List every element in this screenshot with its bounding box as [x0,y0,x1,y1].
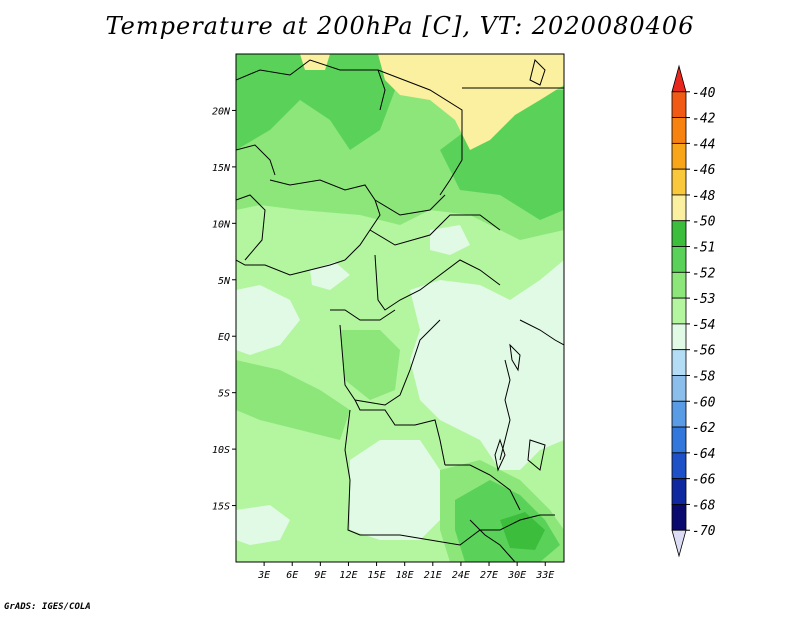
colorbar-swatch [671,142,687,170]
colorbar-label: -64 [692,447,715,462]
field-central-cyan [410,260,564,470]
temperature-field [236,54,564,562]
colorbar-swatch [671,168,687,196]
field-yellow-north [378,54,564,150]
colorbar-label: -48 [692,189,716,204]
lat-tick-label: 15S [212,502,230,513]
lat-tick-label: 5N [218,276,231,287]
colorbar-label: -54 [692,318,715,333]
colorbar-swatch [671,246,687,273]
colorbar-swatch [671,220,687,247]
colorbar-label: -66 [692,473,716,488]
lon-tick-label: 9E [314,570,326,581]
colorbar-swatch [671,323,687,351]
map-frame [235,53,565,563]
lakes [494,59,546,472]
field-west-green [236,360,350,440]
field-nw-midgreen [325,54,360,100]
colorbar-swatch [671,194,687,222]
colorbar-swatch [671,375,687,402]
colorbar-label: -53 [692,292,715,307]
lon-tick-label: 6E [286,570,298,581]
colorbar-label: -50 [692,215,716,230]
colorbar-swatch [671,426,687,454]
colorbar-label: -52 [692,266,716,281]
colorbar-swatch [671,529,687,558]
lon-tick-label: 24E [452,570,470,581]
colorbar-label: -68 [692,498,716,513]
colorbar-swatch [671,271,687,299]
latitude-axis: 20N 15N 10N 5N EQ 5S 10S 15S [212,106,236,513]
colorbar-label: -56 [692,344,716,359]
lat-tick-label: EQ [218,332,230,343]
colorbar-swatch [671,478,687,505]
lat-tick-label: 10S [212,445,230,456]
colorbar-swatch [671,64,687,93]
colorbar-label: -44 [692,137,715,152]
lon-tick-label: 15E [368,570,386,581]
grads-credit: GrADS: IGES/COLA [4,602,91,612]
lon-tick-label: 18E [396,570,414,581]
colorbar-swatch [671,117,687,144]
lon-tick-label: 3E [257,570,270,581]
colorbar-swatch [671,91,687,118]
colorbar-swatch [671,452,687,480]
lon-tick-label: 12E [339,570,357,581]
country-borders [236,59,564,562]
field-cyan-east [430,225,470,255]
lat-tick-label: 20N [212,106,231,117]
lon-tick-label: 27E [480,570,498,581]
field-central-green [340,330,400,400]
colorbar: -40 -42 -44 -46 -48 -50 -51 -52 -53 -54 -56 -58 -60 -… [671,64,716,558]
lon-tick-label: 33E [535,570,554,581]
colorbar-label: -62 [692,421,716,436]
field-ne-darkgreen [440,90,564,220]
colorbar-label: -42 [692,112,716,127]
colorbar-label: -70 [692,524,716,539]
field-se-deepgreen [500,512,545,550]
field-south-cyan [350,440,440,540]
colorbar-label: -60 [692,395,716,410]
lat-tick-label: 15N [212,163,231,174]
map-title: Temperature at 200hPa [C], VT: 202008040… [105,12,695,40]
colorbar-label: -46 [692,163,716,178]
colorbar-swatch [671,297,687,325]
colorbar-label: -40 [692,86,716,101]
colorbar-label: -58 [692,369,716,384]
colorbar-label: -51 [692,241,715,256]
colorbar-swatch [671,504,687,531]
field-sw-cyan [236,505,290,545]
longitude-axis: 3E 6E 9E 12E 15E 18E 21E 24E 27E 30E 33E [257,562,554,581]
colorbar-swatch [671,400,687,428]
field-west-cyan [236,285,300,355]
colorbar-swatch [671,349,687,376]
lat-tick-label: 10N [212,219,231,230]
lon-tick-label: 30E [507,570,526,581]
field-cyan-patch [310,262,350,290]
lat-tick-label: 5S [218,389,230,400]
lon-tick-label: 21E [424,570,442,581]
